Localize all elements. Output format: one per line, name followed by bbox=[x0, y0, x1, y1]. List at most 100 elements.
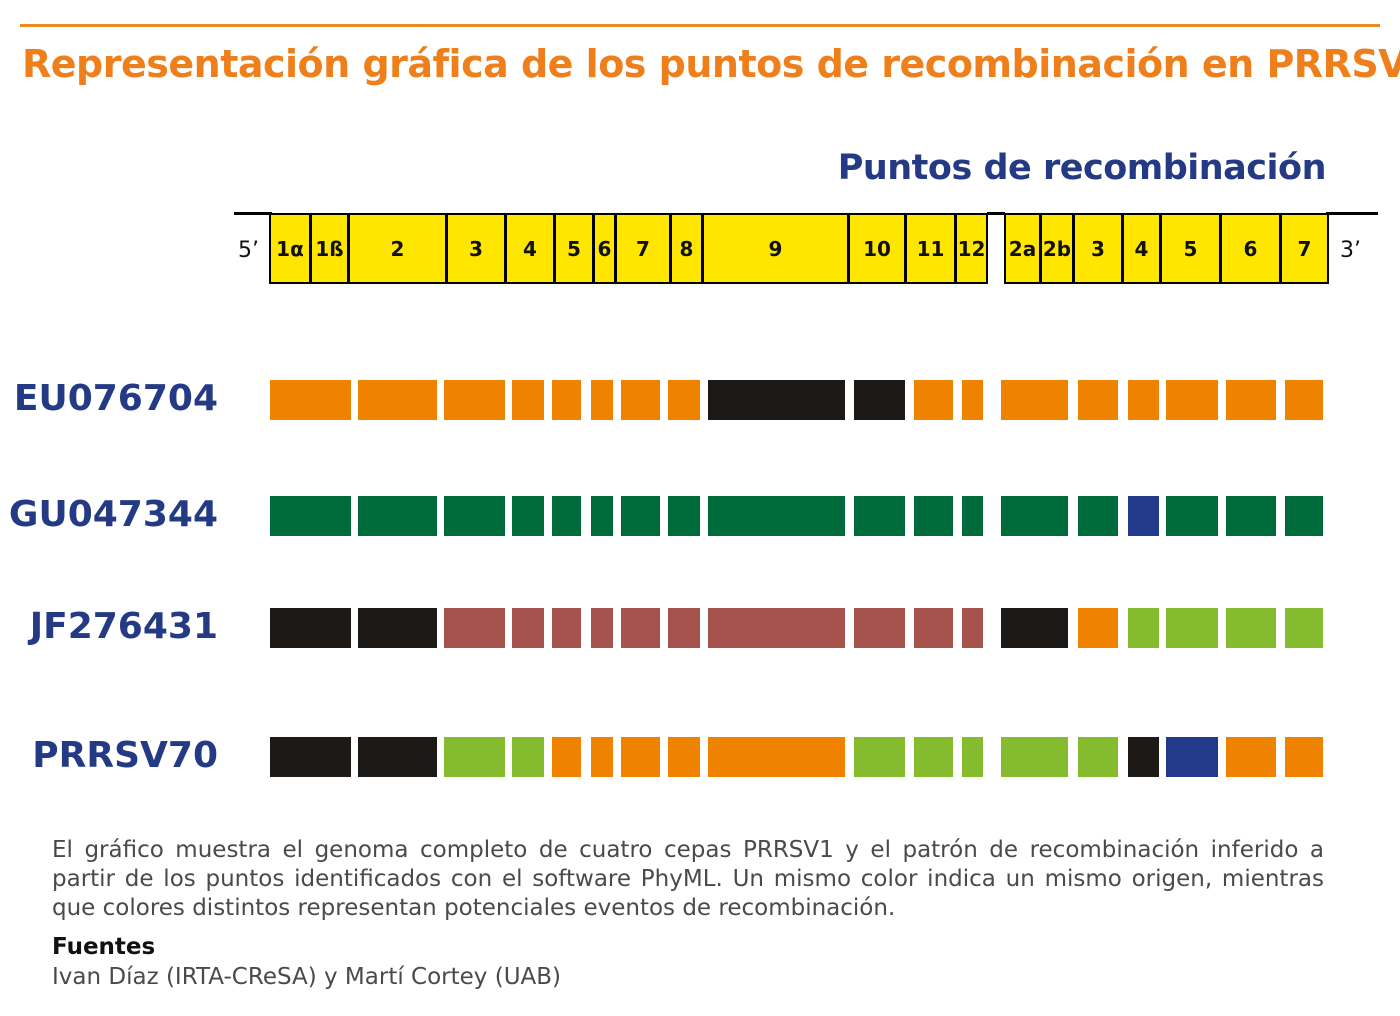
origin-segment bbox=[270, 608, 351, 648]
gene-box: 3 bbox=[446, 213, 506, 284]
origin-segment bbox=[444, 608, 505, 648]
five-prime-label: 5’ bbox=[238, 238, 259, 263]
origin-segment bbox=[962, 608, 983, 648]
origin-segment bbox=[854, 496, 905, 536]
gene-box: 6 bbox=[593, 213, 616, 284]
gene-box: 4 bbox=[1122, 213, 1161, 284]
origin-segment bbox=[552, 608, 581, 648]
origin-segment bbox=[708, 608, 845, 648]
origin-segment bbox=[512, 608, 544, 648]
origin-segment bbox=[512, 496, 544, 536]
origin-segment bbox=[1001, 737, 1068, 777]
gene-box: 2a bbox=[1004, 213, 1041, 284]
origin-segment bbox=[1001, 380, 1068, 420]
origin-segment bbox=[512, 380, 544, 420]
caption: El gráfico muestra el genoma completo de… bbox=[52, 837, 1324, 921]
genome-line-gap bbox=[987, 212, 1005, 215]
origin-segment bbox=[914, 380, 953, 420]
origin-segment bbox=[552, 737, 581, 777]
origin-segment bbox=[1001, 608, 1068, 648]
origin-segment bbox=[914, 608, 953, 648]
origin-segment bbox=[591, 608, 613, 648]
gene-box: 1ß bbox=[310, 213, 349, 284]
gene-box: 7 bbox=[1280, 213, 1329, 284]
origin-segment bbox=[1226, 608, 1276, 648]
origin-segment bbox=[1285, 737, 1323, 777]
gene-box: 10 bbox=[848, 213, 906, 284]
strain-label: EU076704 bbox=[13, 378, 218, 419]
gene-box: 12 bbox=[955, 213, 988, 284]
diagram-subtitle: Puntos de recombinación bbox=[837, 148, 1327, 188]
origin-segment bbox=[708, 380, 845, 420]
origin-segment bbox=[444, 496, 505, 536]
origin-segment bbox=[552, 496, 581, 536]
origin-segment bbox=[962, 496, 983, 536]
origin-segment bbox=[1166, 496, 1218, 536]
origin-segment bbox=[1226, 737, 1276, 777]
sources-title: Fuentes bbox=[52, 934, 156, 960]
origin-segment bbox=[621, 380, 660, 420]
origin-segment bbox=[1078, 737, 1118, 777]
gene-box: 8 bbox=[670, 213, 703, 284]
gene-box: 2b bbox=[1040, 213, 1074, 284]
top-rule bbox=[20, 24, 1380, 27]
origin-segment bbox=[1078, 608, 1118, 648]
origin-segment bbox=[591, 496, 613, 536]
sources-text: Ivan Díaz (IRTA-CReSA) y Martí Cortey (U… bbox=[52, 964, 562, 990]
genome-line-left bbox=[234, 212, 272, 215]
origin-segment bbox=[358, 380, 437, 420]
gene-box: 11 bbox=[905, 213, 956, 284]
origin-segment bbox=[358, 496, 437, 536]
origin-segment bbox=[1128, 496, 1159, 536]
origin-segment bbox=[854, 737, 905, 777]
origin-segment bbox=[1166, 608, 1218, 648]
gene-box: 1α bbox=[269, 213, 311, 284]
origin-segment bbox=[668, 608, 700, 648]
gene-box: 5 bbox=[1160, 213, 1221, 284]
origin-segment bbox=[914, 737, 953, 777]
origin-segment bbox=[1128, 380, 1159, 420]
origin-segment bbox=[668, 737, 700, 777]
origin-segment bbox=[358, 737, 437, 777]
origin-segment bbox=[1226, 380, 1276, 420]
origin-segment bbox=[854, 380, 905, 420]
origin-segment bbox=[962, 380, 983, 420]
origin-segment bbox=[270, 380, 351, 420]
genome-line-right bbox=[1326, 212, 1378, 215]
origin-segment bbox=[1128, 737, 1159, 777]
origin-segment bbox=[444, 380, 505, 420]
origin-segment bbox=[1078, 380, 1118, 420]
origin-segment bbox=[552, 380, 581, 420]
origin-segment bbox=[591, 380, 613, 420]
origin-segment bbox=[444, 737, 505, 777]
origin-segment bbox=[914, 496, 953, 536]
gene-box: 5 bbox=[554, 213, 594, 284]
origin-segment bbox=[621, 737, 660, 777]
three-prime-label: 3’ bbox=[1340, 238, 1361, 263]
strain-label: PRRSV70 bbox=[32, 735, 218, 776]
origin-segment bbox=[1285, 380, 1323, 420]
origin-segment bbox=[1166, 737, 1218, 777]
origin-segment bbox=[1226, 496, 1276, 536]
origin-segment bbox=[1001, 496, 1068, 536]
origin-segment bbox=[708, 496, 845, 536]
strain-label: GU047344 bbox=[8, 494, 218, 535]
origin-segment bbox=[962, 737, 983, 777]
origin-segment bbox=[668, 496, 700, 536]
origin-segment bbox=[358, 608, 437, 648]
origin-segment bbox=[1128, 608, 1159, 648]
origin-segment bbox=[1285, 496, 1323, 536]
origin-segment bbox=[621, 608, 660, 648]
origin-segment bbox=[621, 496, 660, 536]
gene-box: 7 bbox=[615, 213, 671, 284]
origin-segment bbox=[1078, 496, 1118, 536]
origin-segment bbox=[270, 496, 351, 536]
origin-segment bbox=[1166, 380, 1218, 420]
gene-box: 2 bbox=[348, 213, 447, 284]
gene-box: 3 bbox=[1073, 213, 1123, 284]
page-title: Representación gráfica de los puntos de … bbox=[22, 42, 1400, 86]
origin-segment bbox=[591, 737, 613, 777]
strain-label: JF276431 bbox=[29, 606, 218, 647]
origin-segment bbox=[854, 608, 905, 648]
gene-box: 4 bbox=[505, 213, 555, 284]
